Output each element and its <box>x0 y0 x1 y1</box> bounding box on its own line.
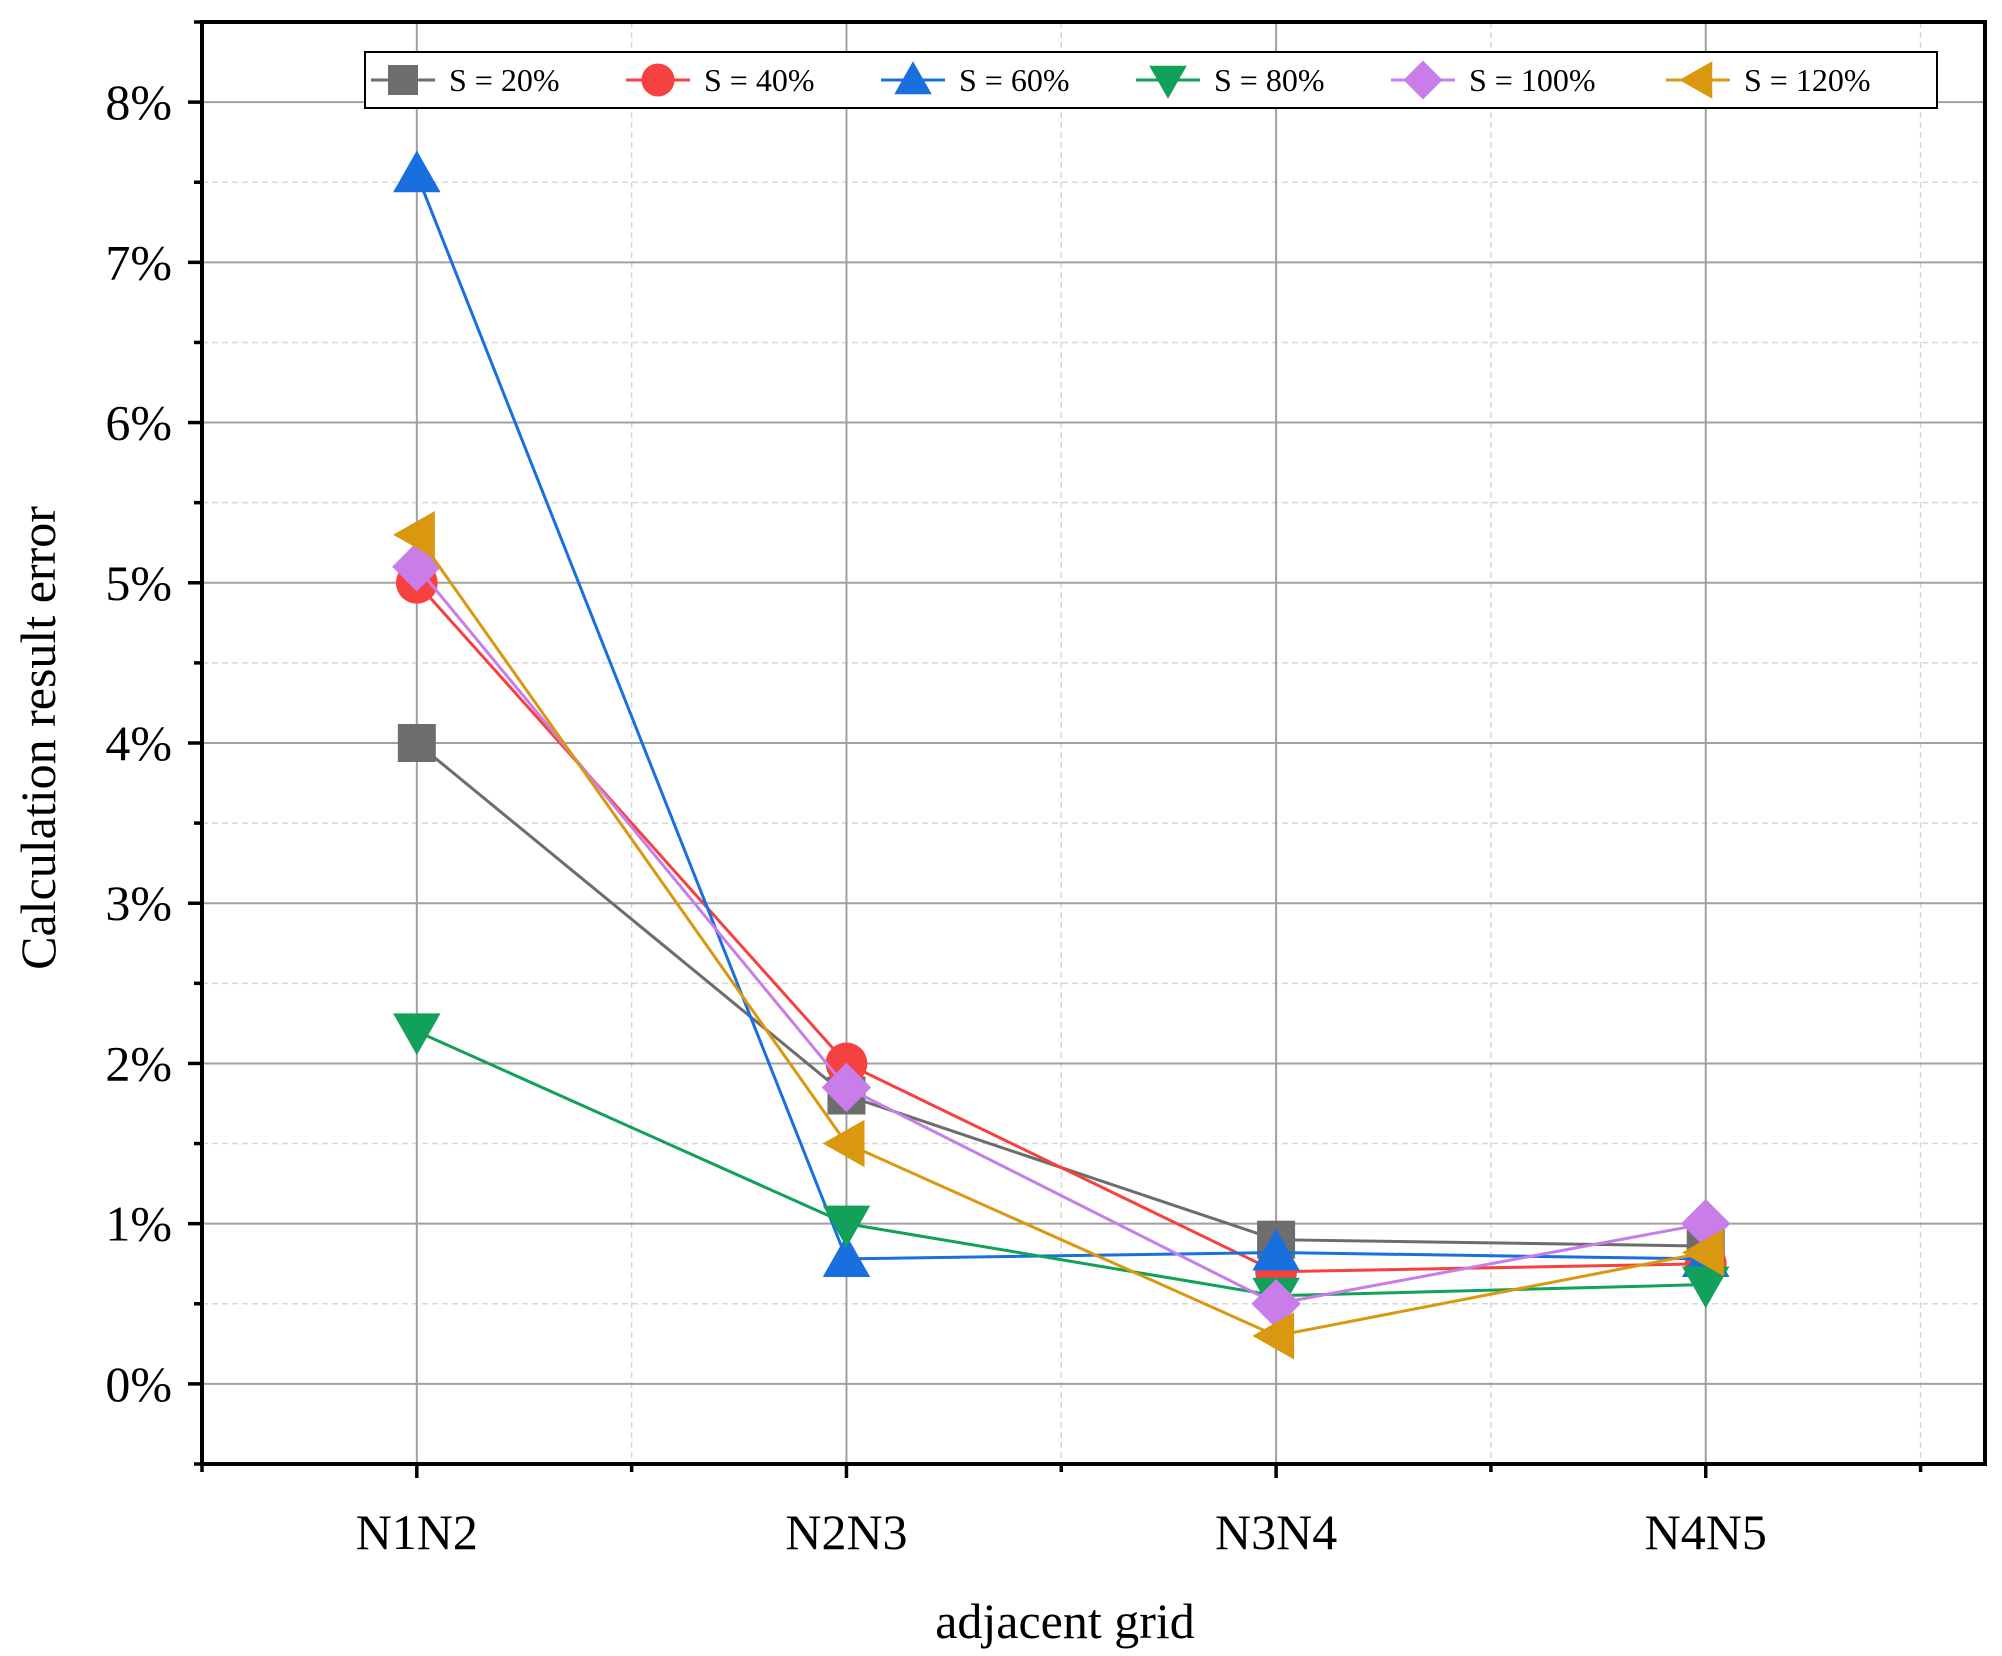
legend-marker <box>388 65 418 95</box>
data-point <box>393 510 435 559</box>
legend-label: S = 40% <box>704 62 815 98</box>
data-point <box>393 1013 441 1056</box>
legend-entry: S = 120% <box>1666 61 1871 99</box>
data-point <box>821 1062 872 1113</box>
y-tick-label: 6% <box>105 395 172 451</box>
legend-entry: S = 100% <box>1391 60 1596 100</box>
legend-marker <box>1679 61 1713 99</box>
series-line <box>415 581 1706 1274</box>
data-point <box>1681 1198 1731 1249</box>
series-line <box>415 173 1706 1261</box>
series-line <box>415 565 1707 1306</box>
data-point <box>822 1235 871 1277</box>
legend-label: S = 20% <box>449 62 560 98</box>
data-point <box>1252 1228 1300 1271</box>
y-tick-label: 2% <box>105 1035 172 1091</box>
y-tick-label: 1% <box>105 1196 172 1252</box>
series-3 <box>393 1013 1730 1320</box>
y-tick-label: 7% <box>105 234 172 290</box>
series-line <box>415 533 1707 1338</box>
x-tick-label: N2N3 <box>785 1504 907 1560</box>
x-tick-label: N3N4 <box>1215 1504 1337 1560</box>
data-point <box>1681 1228 1724 1277</box>
data-point <box>1252 1312 1295 1360</box>
legend-marker <box>641 63 675 97</box>
data-point <box>392 542 442 592</box>
legend-label: S = 120% <box>1744 62 1871 98</box>
legend-entry: S = 80% <box>1136 62 1325 99</box>
legend-entry: S = 40% <box>626 62 815 98</box>
x-tick-label: N4N5 <box>1645 1504 1767 1560</box>
y-tick-label: 4% <box>105 715 172 771</box>
series-5 <box>393 510 1724 1360</box>
y-axis-title: Calculation result error <box>10 506 66 970</box>
legend-label: S = 60% <box>959 62 1070 98</box>
y-tick-label: 5% <box>105 555 172 611</box>
series-line <box>416 1030 1706 1298</box>
data-point <box>822 1119 865 1168</box>
x-tick-label: N1N2 <box>356 1504 478 1560</box>
data-point <box>822 1205 871 1248</box>
y-tick-label: 8% <box>105 74 172 130</box>
series-layer <box>392 150 1731 1360</box>
legend-marker <box>894 61 932 95</box>
y-tick-label: 3% <box>105 875 172 931</box>
axes: 0% 1% 2% 3% 4% 5% 6% 7% 8% N1N2 N2N3 N3N4 N4N5 <box>105 20 1987 1560</box>
legend-entry: S = 60% <box>881 61 1070 98</box>
legend-marker <box>1403 60 1443 100</box>
legend-entry: S = 20% <box>371 62 560 98</box>
x-axis-title: adjacent grid <box>935 1593 1195 1649</box>
legend-label: S = 100% <box>1469 62 1596 98</box>
y-tick-label: 0% <box>105 1356 172 1412</box>
data-point <box>393 150 441 193</box>
data-point <box>397 724 436 762</box>
legend: S = 20% S = 40% S = 60% S = 80% S = 100% S = … <box>364 51 1938 109</box>
legend-marker <box>1149 65 1187 99</box>
legend-label: S = 80% <box>1214 62 1325 98</box>
data-point <box>1681 1266 1730 1309</box>
